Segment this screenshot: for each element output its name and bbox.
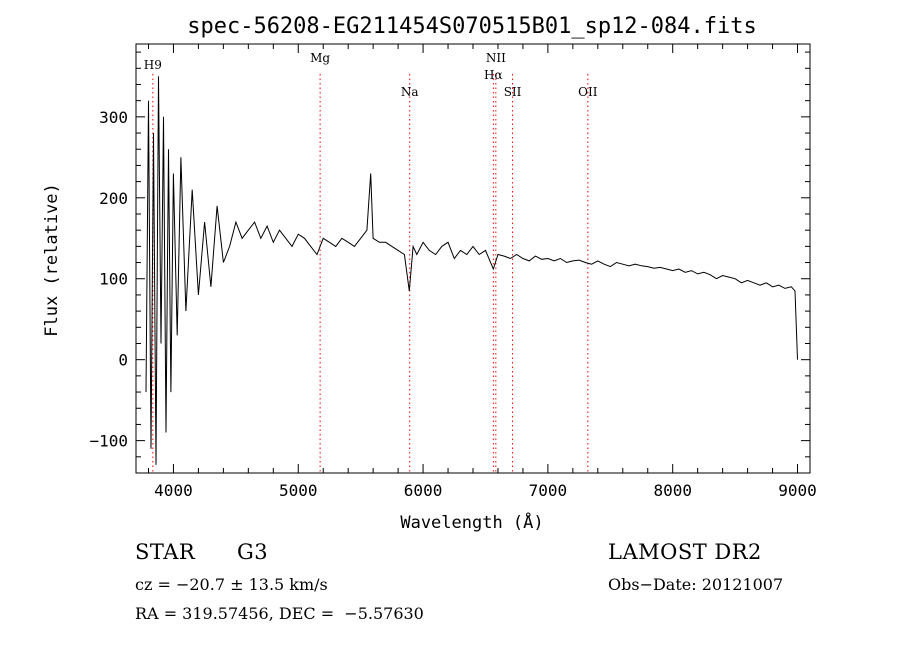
- y-tick-label: 300: [99, 108, 128, 127]
- y-tick-label: 0: [118, 351, 128, 370]
- plot-area: 4000 5000 6000 7000 8000 9000 −100 0 100 200 300 Mg…: [89, 43, 817, 500]
- spectral-line-label: Na: [401, 85, 419, 99]
- observation-date: Obs−Date: 20121007: [608, 575, 784, 594]
- y-tick-label: −100: [89, 432, 128, 451]
- spectral-line-label: SII: [504, 85, 522, 99]
- coordinates-text: RA = 319.57456, DEC = −5.57630: [135, 604, 424, 623]
- y-tick-label: 200: [99, 189, 128, 208]
- x-tick-label: 9000: [778, 481, 817, 500]
- y-tick-label: 100: [99, 270, 128, 289]
- spectrum-line: [145, 76, 798, 465]
- x-tick-label: 6000: [404, 481, 443, 500]
- redshift-text: cz = −20.7 ± 13.5 km/s: [135, 575, 328, 594]
- x-tick-label: 4000: [154, 481, 193, 500]
- spectral-line-label: NII: [486, 51, 506, 65]
- x-axis-label: Wavelength (Å): [400, 511, 543, 533]
- spectral-line-label: Hα: [484, 68, 503, 82]
- spectral-line-label: Mg: [310, 51, 330, 65]
- spectral-line-label: OII: [578, 85, 598, 99]
- object-subclass: G3: [237, 540, 269, 564]
- plot-frame: [135, 43, 811, 474]
- x-tick-label: 8000: [653, 481, 692, 500]
- y-axis-label: Flux (relative): [42, 183, 62, 337]
- spectral-line-label: H9: [144, 58, 162, 72]
- x-tick-label: 5000: [279, 481, 318, 500]
- chart-title: spec-56208-EG211454S070515B01_sp12-084.f…: [187, 14, 757, 39]
- survey-name: LAMOST DR2: [608, 540, 762, 564]
- object-class: STAR: [135, 540, 196, 564]
- x-tick-label: 7000: [529, 481, 568, 500]
